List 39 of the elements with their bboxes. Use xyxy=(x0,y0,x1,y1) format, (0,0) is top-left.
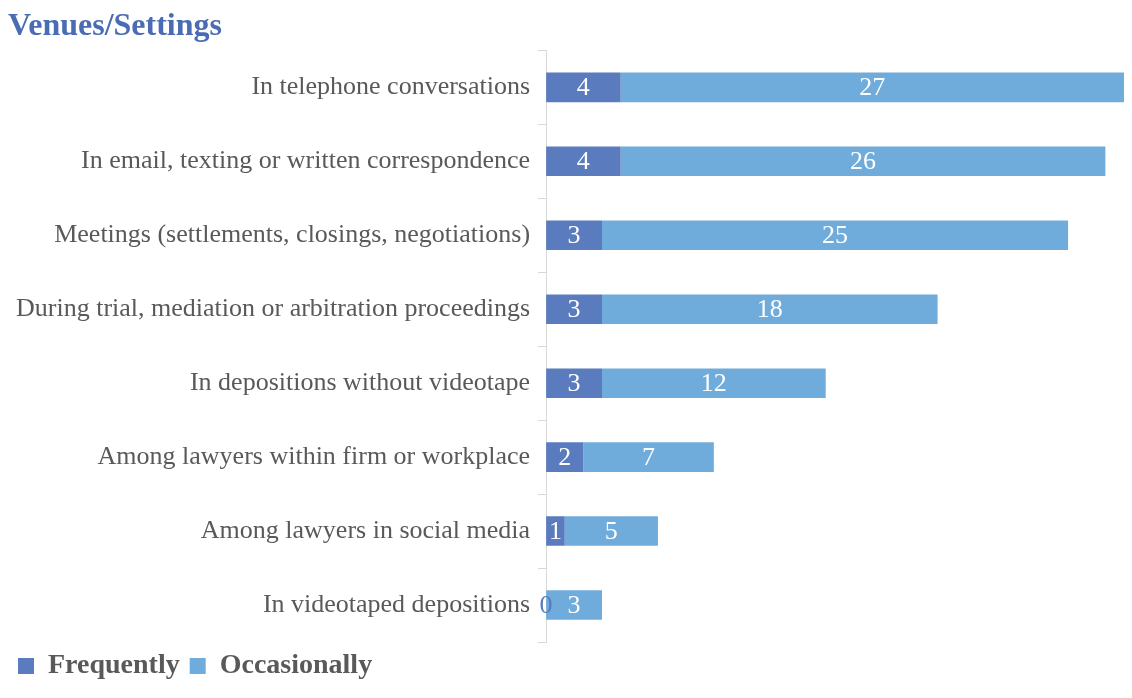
data-label: 1 xyxy=(548,515,562,545)
bar xyxy=(583,442,714,472)
data-label: 0 xyxy=(539,589,553,619)
y-tick-label: In telephone conversations xyxy=(251,71,531,101)
data-label: 25 xyxy=(822,220,849,250)
bar xyxy=(546,146,621,177)
bar xyxy=(602,294,938,325)
y-tick-label: In depositions without videotape xyxy=(189,367,531,396)
y-tick-label: During trial, mediation or arbitration proceedings xyxy=(15,293,531,323)
data-label: 3 xyxy=(567,368,581,397)
bar xyxy=(602,368,826,398)
data-label: 27 xyxy=(859,72,886,102)
bar xyxy=(620,146,1106,177)
data-label: 4 xyxy=(576,72,590,102)
data-label: 3 xyxy=(567,294,581,324)
bar xyxy=(620,72,1124,103)
data-label: 5 xyxy=(604,515,618,545)
bar xyxy=(602,220,1069,251)
y-tick-label: In email, texting or written correspondence xyxy=(81,145,531,175)
y-tick-label: Among lawyers in social media xyxy=(200,514,531,544)
y-tick-label: In videotaped depositions xyxy=(262,588,531,618)
data-label: 26 xyxy=(850,146,876,176)
data-label: 3 xyxy=(567,589,581,619)
bar xyxy=(564,516,658,546)
bar xyxy=(546,72,621,103)
bar xyxy=(546,294,602,325)
data-label: 4 xyxy=(576,146,590,176)
y-tick-label: Meetings (settlements, closings, negotiations) xyxy=(54,219,531,249)
data-label: 2 xyxy=(558,441,572,471)
data-label: 18 xyxy=(756,294,783,324)
data-label: 7 xyxy=(642,441,656,471)
y-tick-label: Among lawyers within firm or workplace xyxy=(97,440,531,470)
bar xyxy=(546,368,602,398)
data-label: 12 xyxy=(700,368,727,397)
legend-label: Occasionally xyxy=(219,648,373,680)
text: Venues/Settings xyxy=(8,6,222,43)
data-label: 3 xyxy=(567,220,581,250)
bar xyxy=(546,220,602,251)
legend-label: Frequently xyxy=(48,648,180,680)
